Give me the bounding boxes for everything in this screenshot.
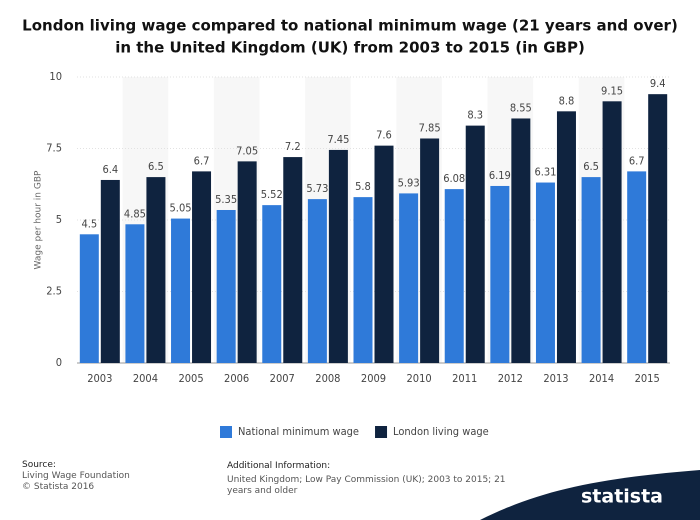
data-label: 5.05 xyxy=(170,202,192,215)
legend-label: London living wage xyxy=(393,425,489,438)
source: Source: Living Wage Foundation © Statist… xyxy=(22,460,130,493)
data-label: 5.35 xyxy=(215,193,237,206)
data-label: 6.5 xyxy=(583,160,599,173)
x-tick-label: 2015 xyxy=(635,372,660,385)
bar xyxy=(648,94,668,363)
x-tick-label: 2012 xyxy=(498,372,523,385)
bar xyxy=(399,193,419,363)
y-tick-label: 5 xyxy=(56,213,62,226)
data-label: 4.85 xyxy=(124,207,146,220)
y-tick-label: 10 xyxy=(49,70,62,83)
data-label: 6.7 xyxy=(194,154,210,167)
source-line: © Statista 2016 xyxy=(22,482,95,492)
legend-swatch xyxy=(220,426,232,438)
bar xyxy=(307,199,327,363)
data-label: 5.52 xyxy=(261,188,283,201)
bar xyxy=(353,197,373,363)
x-tick-label: 2010 xyxy=(407,372,432,385)
bar xyxy=(262,205,282,363)
bar xyxy=(465,125,485,364)
data-label: 6.7 xyxy=(629,154,645,167)
bar xyxy=(556,111,576,363)
bar xyxy=(490,185,510,363)
bar xyxy=(237,161,257,363)
x-tick-label: 2006 xyxy=(224,372,249,385)
data-label: 9.4 xyxy=(650,77,666,90)
brand-logo: statista xyxy=(581,486,663,508)
bar xyxy=(581,177,601,363)
y-tick-label: 0 xyxy=(56,356,62,369)
bar xyxy=(125,224,145,363)
source-heading: Source: xyxy=(22,460,56,470)
bar xyxy=(627,171,647,363)
bar xyxy=(171,218,191,363)
x-tick-label: 2013 xyxy=(543,372,568,385)
brand-swoosh xyxy=(480,470,700,520)
bar xyxy=(79,234,99,363)
x-tick-label: 2008 xyxy=(315,372,340,385)
data-label: 8.3 xyxy=(467,109,483,122)
y-tick-label: 7.5 xyxy=(46,142,62,155)
bar xyxy=(374,145,394,363)
x-tick-label: 2014 xyxy=(589,372,614,385)
bar xyxy=(511,118,531,363)
bar xyxy=(420,138,440,363)
bar xyxy=(216,209,236,363)
x-tick-label: 2011 xyxy=(452,372,477,385)
data-label: 7.45 xyxy=(327,133,349,146)
data-label: 6.08 xyxy=(443,172,465,185)
bar xyxy=(328,149,348,363)
bar xyxy=(535,182,555,363)
bar xyxy=(146,177,166,363)
data-label: 7.6 xyxy=(376,129,392,142)
y-tick-label: 2.5 xyxy=(46,285,62,298)
info-text: United Kingdom; Low Pay Commission (UK);… xyxy=(227,475,506,496)
data-label: 5.93 xyxy=(398,176,420,189)
x-tick-label: 2009 xyxy=(361,372,386,385)
data-label: 6.19 xyxy=(489,169,511,182)
data-label: 6.5 xyxy=(148,160,164,173)
info-heading: Additional Information: xyxy=(227,461,331,471)
x-tick-label: 2007 xyxy=(270,372,295,385)
data-label: 6.4 xyxy=(102,163,118,176)
data-label: 9.15 xyxy=(601,84,623,97)
bar xyxy=(192,171,212,363)
data-label: 7.2 xyxy=(285,140,301,153)
additional-info: Additional Information: United Kingdom; … xyxy=(227,461,512,497)
x-tick-label: 2005 xyxy=(178,372,203,385)
bar xyxy=(602,101,622,363)
data-label: 6.31 xyxy=(534,166,556,179)
data-label: 5.73 xyxy=(306,182,328,195)
bar xyxy=(100,179,120,363)
data-label: 8.55 xyxy=(510,101,532,114)
chart-title: London living wage compared to national … xyxy=(22,17,678,35)
data-label: 7.85 xyxy=(419,121,441,134)
x-tick-label: 2003 xyxy=(87,372,112,385)
data-label: 7.05 xyxy=(236,144,258,157)
legend-label: National minimum wage xyxy=(238,425,359,438)
chart-title: in the United Kingdom (UK) from 2003 to … xyxy=(115,39,585,57)
data-label: 4.5 xyxy=(81,217,97,230)
legend-swatch xyxy=(375,426,388,438)
y-axis-label: Wage per hour in GBP xyxy=(34,170,44,269)
source-line: Living Wage Foundation xyxy=(22,471,130,481)
bar xyxy=(444,189,464,363)
x-tick-label: 2004 xyxy=(133,372,158,385)
data-label: 5.8 xyxy=(355,180,371,193)
bar xyxy=(283,157,303,363)
data-label: 8.8 xyxy=(559,94,575,107)
